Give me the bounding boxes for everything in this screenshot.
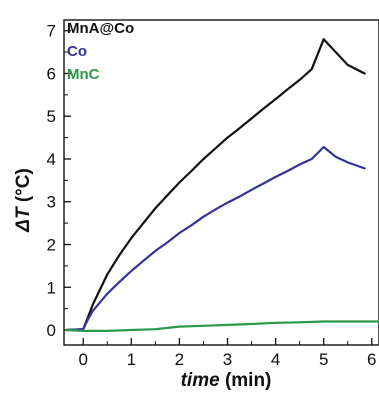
series-line-co	[65, 145, 366, 332]
x-tick-label: 5	[319, 350, 328, 369]
x-tick-label: 1	[127, 350, 136, 369]
legend-label-mna-co: MnA@Co	[67, 20, 134, 37]
plot-area-frame	[63, 19, 379, 346]
series-layer	[65, 38, 379, 332]
x-axis: 0 1 2 3 4 5 6	[79, 338, 377, 369]
y-axis-title-symbol: ΔT	[13, 206, 34, 233]
series-line-mna-co	[65, 38, 366, 332]
y-tick-label: 5	[47, 107, 56, 126]
x-tick-label: 3	[223, 350, 232, 369]
y-axis: 0 1 2 3 4 5 6 7	[47, 22, 71, 340]
y-tick-label: 7	[47, 22, 56, 41]
x-tick-label: 2	[175, 350, 184, 369]
x-tick-label: 6	[367, 350, 376, 369]
legend-label-co: Co	[67, 43, 87, 60]
x-axis-title-unit: (min)	[220, 370, 272, 391]
y-tick-label: 1	[47, 278, 56, 297]
y-axis-title: ΔT (°C)	[13, 168, 34, 233]
legend: MnA@Co Co MnC	[67, 20, 134, 83]
series-line-mnc	[65, 320, 379, 332]
x-tick-label: 0	[79, 350, 88, 369]
legend-label-mnc: MnC	[67, 66, 100, 83]
x-tick-label: 4	[271, 350, 280, 369]
y-tick-label: 2	[47, 236, 56, 255]
y-axis-title-unit: (°C)	[13, 168, 34, 207]
x-axis-title-word: time	[181, 370, 221, 391]
y-tick-label: 6	[47, 64, 56, 83]
y-tick-label: 4	[47, 150, 56, 169]
x-axis-title: time (min)	[181, 370, 272, 391]
y-tick-label: 0	[47, 321, 56, 340]
y-tick-label: 3	[47, 193, 56, 212]
